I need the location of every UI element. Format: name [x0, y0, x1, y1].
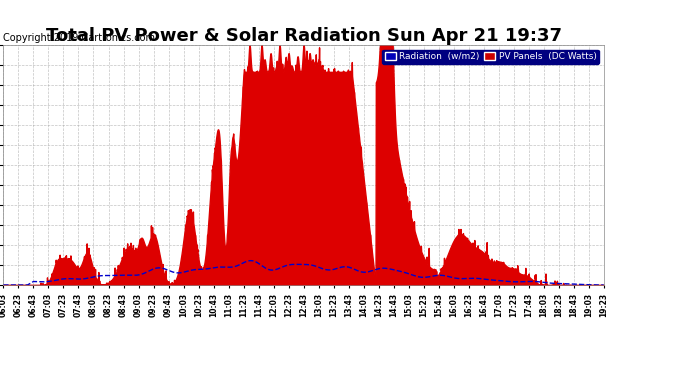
Text: Copyright 2019 Cartronics.com: Copyright 2019 Cartronics.com — [3, 33, 155, 43]
Legend: Radiation  (w/m2), PV Panels  (DC Watts): Radiation (w/m2), PV Panels (DC Watts) — [382, 50, 599, 64]
Title: Total PV Power & Solar Radiation Sun Apr 21 19:37: Total PV Power & Solar Radiation Sun Apr… — [46, 27, 562, 45]
